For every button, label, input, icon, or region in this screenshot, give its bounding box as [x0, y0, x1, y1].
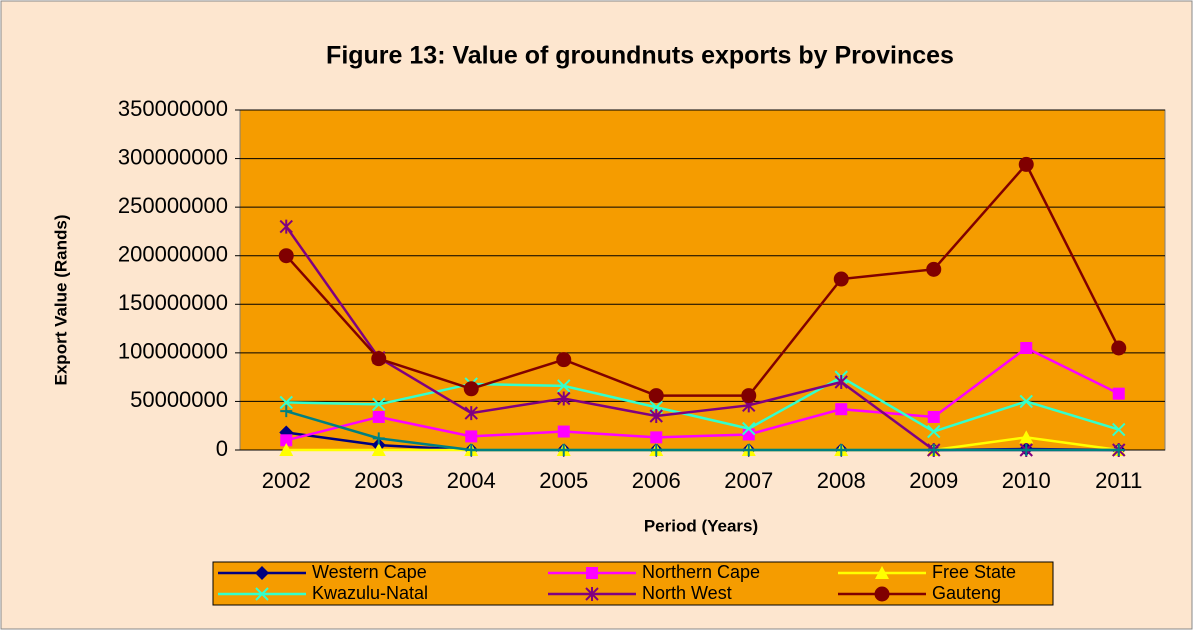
marker: [463, 381, 479, 397]
marker: [1112, 444, 1125, 456]
marker: [279, 395, 293, 410]
series-line: [285, 346, 1120, 442]
marker: [255, 566, 269, 580]
marker: [835, 444, 848, 456]
marker: [371, 351, 387, 367]
marker: [648, 388, 664, 404]
marker: [742, 428, 755, 441]
marker: [585, 587, 599, 601]
marker: [465, 430, 478, 443]
chart-title: Figure 13: Value of groundnuts exports b…: [326, 42, 954, 70]
y-tick-label: 50000000: [130, 387, 228, 412]
marker: [280, 405, 293, 418]
marker: [1019, 394, 1033, 409]
marker: [926, 261, 942, 277]
marker: [372, 410, 385, 423]
marker: [372, 397, 386, 412]
marker: [650, 444, 663, 456]
series-line: [285, 409, 1119, 452]
marker: [278, 248, 294, 264]
y-tick-label: 250000000: [118, 193, 228, 218]
marker: [1112, 422, 1126, 437]
marker: [1020, 342, 1033, 354]
series-line: [285, 162, 1120, 397]
marker: [464, 406, 478, 421]
marker: [465, 444, 478, 456]
marker: [279, 219, 293, 234]
marker: [1018, 156, 1034, 172]
y-tick-label: 150000000: [118, 290, 228, 315]
y-tick-label: 100000000: [118, 339, 228, 364]
marker: [650, 431, 663, 444]
legend-label: Kwazulu-Natal: [312, 583, 428, 603]
x-tick-label: 2011: [1095, 468, 1142, 493]
series-line: [286, 375, 1120, 433]
legend-label: Gauteng: [932, 583, 1001, 603]
x-tick-label: 2009: [909, 468, 958, 493]
x-tick-label: 2004: [447, 468, 496, 493]
legend-label: North West: [642, 583, 732, 603]
marker: [649, 409, 663, 423]
marker: [557, 425, 570, 438]
marker: [586, 567, 598, 579]
x-tick-label: 2002: [262, 468, 311, 493]
marker: [556, 352, 572, 368]
x-tick-label: 2007: [724, 468, 773, 493]
marker: [255, 587, 269, 601]
marker: [279, 443, 294, 456]
marker: [557, 379, 571, 393]
marker: [1020, 444, 1033, 456]
x-tick-label: 2008: [817, 468, 866, 493]
y-tick-label: 200000000: [118, 242, 228, 267]
marker: [557, 444, 570, 456]
y-tick-label: 0: [216, 436, 228, 461]
legend-label: Western Cape: [312, 562, 427, 582]
y-tick-label: 350000000: [118, 96, 228, 121]
legend-label: Free State: [932, 562, 1016, 582]
marker: [280, 434, 293, 447]
marker: [742, 421, 756, 436]
marker: [372, 432, 385, 445]
x-axis-label: Period (Years): [644, 516, 758, 535]
marker: [371, 443, 386, 456]
x-tick-label: 2010: [1002, 468, 1051, 493]
x-tick-label: 2003: [354, 468, 403, 493]
marker: [833, 271, 849, 287]
x-tick-label: 2006: [632, 468, 681, 493]
marker: [835, 403, 848, 416]
marker: [927, 410, 940, 423]
y-axis-label: Export Value (Rands): [51, 215, 70, 386]
marker: [875, 566, 889, 579]
marker: [834, 375, 848, 389]
marker: [1112, 387, 1125, 400]
marker: [742, 444, 755, 456]
marker: [1019, 430, 1034, 444]
y-tick-label: 300000000: [118, 144, 228, 169]
marker: [927, 424, 941, 439]
legend-label: Northern Cape: [642, 562, 760, 582]
marker: [1111, 340, 1127, 356]
marker: [927, 444, 940, 456]
marker: [557, 391, 571, 406]
x-tick-label: 2005: [539, 468, 588, 493]
marker: [874, 586, 890, 602]
legend: [212, 561, 1054, 606]
plot-area: [239, 109, 1166, 451]
marker: [741, 388, 757, 404]
